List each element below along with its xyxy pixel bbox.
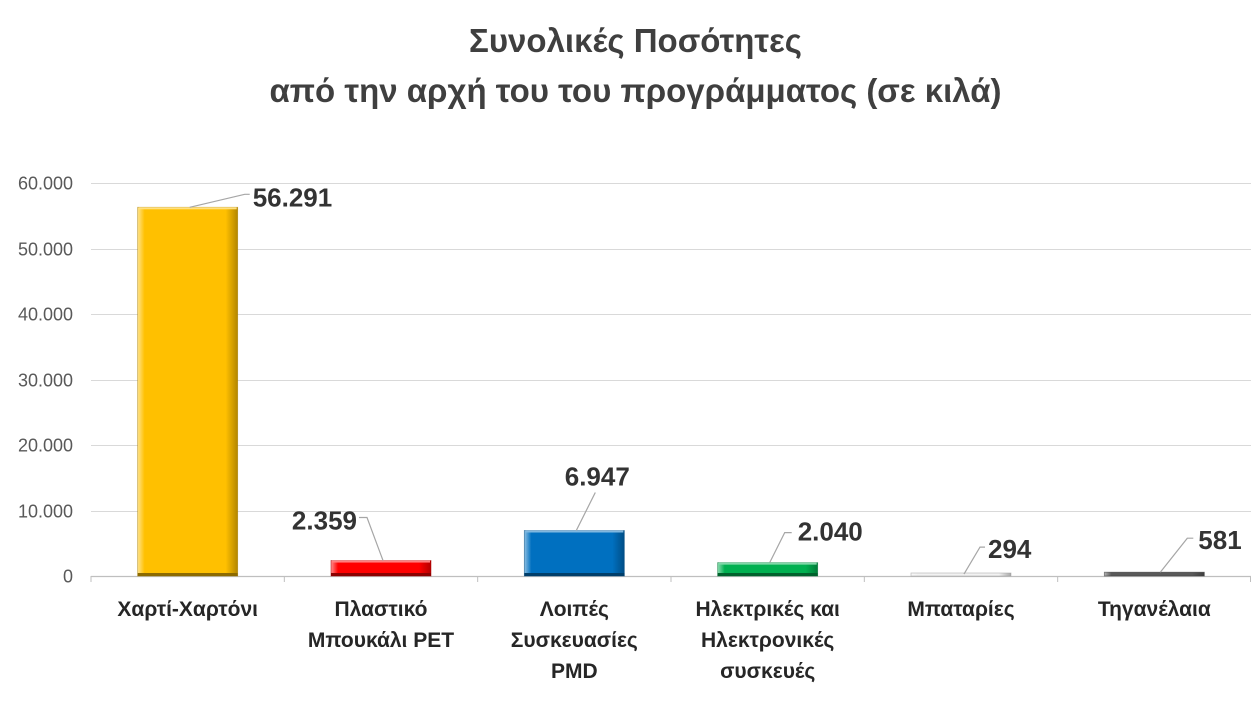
bar-top-highlight	[138, 207, 237, 210]
category-label: Λοιπές Συσκευασίες PMD	[510, 598, 638, 683]
bar-top-highlight	[332, 560, 430, 563]
y-tick-label: 50.000	[18, 240, 73, 260]
category-label: Τηγανέλαια	[1097, 598, 1211, 621]
leader-line	[189, 193, 250, 208]
leader-line	[359, 516, 384, 561]
bar-5	[910, 572, 1012, 577]
data-label: 6.947	[565, 462, 630, 492]
y-tick-label: 30.000	[18, 371, 73, 391]
data-label: 294	[988, 534, 1032, 564]
y-tick-label: 0	[63, 567, 73, 587]
data-label: 2.040	[798, 517, 863, 547]
chart-subtitle: από την αρχή του του προγράμματος (σε κι…	[269, 72, 1002, 109]
data-label: 581	[1198, 525, 1241, 555]
chart-title-block: Συνολικές Ποσότητες από την αρχή του του…	[0, 16, 1251, 116]
leader-line	[963, 546, 985, 575]
gridlines	[91, 183, 1251, 512]
bar-top-highlight	[718, 562, 817, 565]
bar-bottom-shade	[331, 573, 431, 576]
data-label: 56.291	[253, 182, 333, 212]
leader-line	[769, 531, 792, 563]
bars	[137, 206, 1205, 577]
bar-1	[137, 206, 239, 577]
bar-top-highlight	[525, 530, 624, 533]
leader-line	[1159, 537, 1194, 573]
data-label: 2.359	[292, 506, 357, 536]
y-axis: 0 10.000 20.000 30.000 40.000 50.000 60.000	[18, 174, 73, 587]
bar-3	[523, 530, 625, 577]
y-tick-label: 40.000	[18, 305, 73, 325]
leader-line	[575, 492, 596, 531]
bar-bottom-shade	[137, 573, 238, 576]
data-labels: 56.291 2.359 6.947 2.040 294 581	[189, 182, 1242, 575]
y-tick-label: 20.000	[18, 436, 73, 456]
category-label: Πλαστικό Μπουκάλι PET	[307, 598, 455, 652]
y-tick-label: 10.000	[18, 502, 73, 522]
chart-title: Συνολικές Ποσότητες	[469, 22, 802, 59]
bar-bottom-shade	[524, 573, 625, 576]
category-label: Χαρτί-Χαρτόνι	[117, 598, 258, 621]
category-label: Ηλεκτρικές και Ηλεκτρονικές συσκευές	[695, 598, 840, 683]
y-tick-label: 60.000	[18, 174, 73, 194]
category-label: Μπαταρίες	[907, 598, 1015, 621]
bar-bottom-shade	[717, 573, 818, 576]
bar-6	[1103, 571, 1205, 577]
